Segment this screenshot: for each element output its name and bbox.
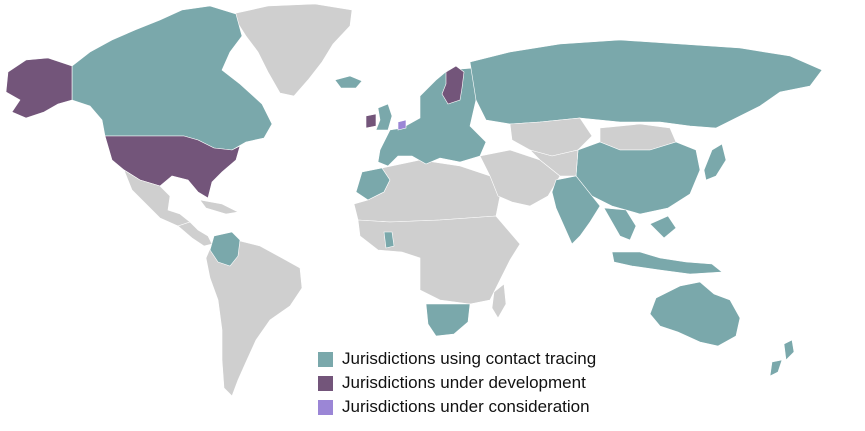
region-europe — [377, 67, 487, 167]
region-alaska — [5, 57, 73, 119]
region-south-america — [205, 239, 303, 397]
region-finland — [441, 65, 465, 105]
region-netherlands — [397, 119, 407, 131]
legend-label-development: Jurisdictions under development — [342, 373, 586, 392]
region-central-america — [177, 199, 239, 247]
legend-item-consideration: Jurisdictions under consideration — [318, 395, 638, 419]
legend-item-using: Jurisdictions using contact tracing — [318, 347, 638, 371]
legend-swatch-using — [318, 351, 333, 367]
region-colombia — [209, 231, 241, 267]
legend-label-consideration: Jurisdictions under consideration — [342, 397, 590, 416]
region-australia — [649, 281, 741, 347]
region-mexico — [123, 169, 191, 227]
region-indonesia — [611, 251, 723, 275]
region-middle-east — [479, 149, 561, 207]
region-new-zealand — [769, 339, 795, 377]
region-southeast-asia — [603, 207, 677, 241]
region-uk — [375, 103, 393, 131]
region-greenland — [231, 3, 353, 97]
legend-item-development: Jurisdictions under development — [318, 371, 638, 395]
region-madagascar — [491, 283, 507, 319]
region-africa — [357, 215, 521, 305]
region-japan — [703, 143, 727, 181]
legend-label-using: Jurisdictions using contact tracing — [342, 349, 597, 368]
region-china — [575, 141, 701, 215]
region-ghana — [383, 231, 395, 249]
region-india — [551, 175, 601, 245]
region-russia — [469, 39, 823, 129]
region-south-africa — [425, 303, 471, 337]
legend: Jurisdictions using contact tracing Juri… — [318, 347, 638, 419]
region-iceland — [334, 75, 363, 89]
legend-swatch-development — [318, 375, 333, 391]
region-ireland — [365, 113, 377, 129]
legend-swatch-consideration — [318, 399, 333, 415]
